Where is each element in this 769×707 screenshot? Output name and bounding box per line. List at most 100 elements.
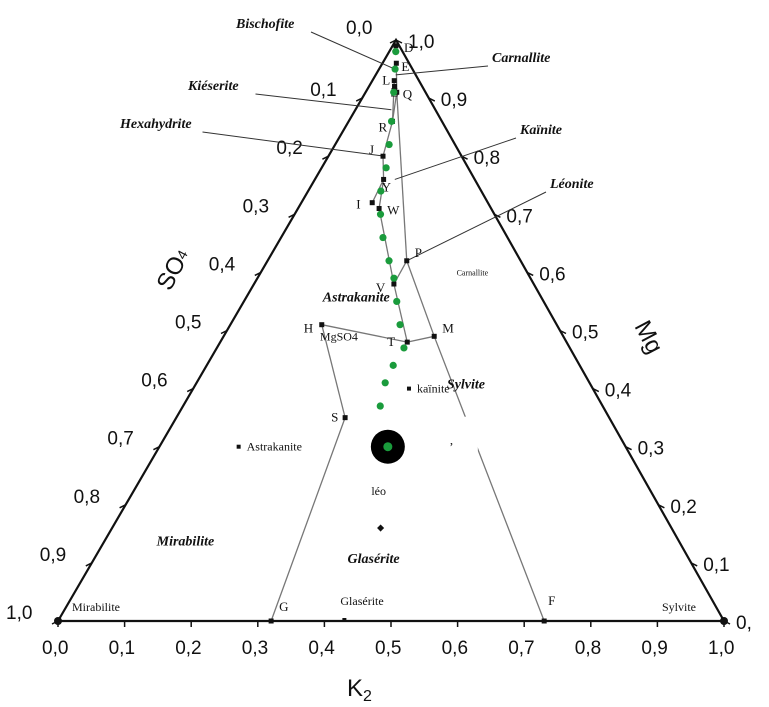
point-label: Q: [403, 86, 413, 101]
right-tick: [592, 387, 600, 393]
region-label: Mirabilite: [156, 534, 215, 549]
right-tick-label: 0,8: [474, 148, 500, 169]
path-dot: [391, 65, 399, 73]
right-tick-label: 0,6: [539, 264, 565, 285]
point-marker: [391, 281, 397, 287]
left-tick-label: 0,0: [346, 18, 372, 39]
point-label: L: [382, 73, 390, 88]
right-tick: [625, 446, 632, 451]
bottom-tick-label: 0,9: [641, 638, 667, 659]
path-dot: [389, 361, 397, 369]
leader-line: [406, 191, 547, 262]
path-dot: [376, 402, 384, 410]
path-dot: [392, 48, 400, 56]
phase-boundary: [378, 208, 395, 285]
right-tick-label: 0,9: [441, 90, 467, 111]
phase-boundary: [382, 121, 394, 157]
point-marker: [404, 339, 410, 345]
path-dot: [400, 344, 408, 352]
point-label: F: [548, 593, 555, 608]
path-dot: [379, 233, 387, 242]
point-marker: [541, 618, 547, 624]
point-marker: [406, 386, 411, 391]
left-tick-label: 0,6: [141, 371, 167, 392]
left-tick-label: 1,0: [6, 603, 32, 624]
path-dot: [390, 88, 398, 96]
point-label: R: [379, 119, 388, 134]
left-tick: [119, 504, 126, 509]
left-tick: [389, 39, 397, 44]
point-annotation: kaïnite: [417, 382, 450, 396]
left-tick-label: 0,7: [107, 429, 133, 450]
left-tick-label: 0,2: [276, 138, 302, 159]
right-tick: [690, 562, 698, 567]
path-dot: [385, 140, 393, 149]
path-dot: [381, 379, 389, 387]
bottom-tick-label: 0,1: [109, 638, 135, 659]
point-label: S: [331, 410, 338, 425]
point-marker: [268, 618, 274, 624]
bottom-tick-label: 0,6: [442, 638, 468, 659]
leader-line: [310, 31, 395, 70]
right-tick-label: 0,1: [703, 555, 729, 576]
phase-boundary: [406, 260, 435, 337]
point-annotation: Astrakanite: [247, 440, 302, 454]
point-label: G: [279, 599, 288, 614]
phase-boundary: [270, 417, 346, 622]
point-annotation: Glasérite: [340, 594, 383, 608]
right-tick: [526, 271, 534, 277]
phase-boundary: [321, 324, 408, 343]
right-axis-title: Mg: [629, 316, 668, 358]
bottom-tick-label: 0,5: [375, 638, 401, 659]
point-marker: [319, 322, 325, 328]
point-marker: [342, 618, 347, 622]
right-tick-label: 0,2: [670, 497, 696, 518]
end-marker-inner: [383, 442, 393, 452]
phase-boundary: [393, 283, 408, 343]
right-tick-label: 0,5: [572, 323, 598, 344]
bottom-tick-label: 0,4: [308, 638, 335, 659]
point-marker: [342, 415, 348, 421]
leader-line: [255, 93, 392, 111]
left-tick-label: 0,5: [175, 313, 201, 334]
left-tick: [153, 446, 160, 451]
point-label: J: [369, 142, 374, 157]
point-label: W: [387, 202, 400, 217]
corner-dot: [720, 617, 728, 625]
phase-boundary: [391, 92, 398, 122]
region-label: Astrakanite: [322, 290, 390, 305]
path-dot: [393, 297, 401, 306]
right-tick-label: 1,0: [408, 32, 434, 53]
leader-line: [394, 137, 517, 180]
bottom-tick-label: 0,8: [575, 638, 601, 659]
bottom-axis-title: K2: [347, 675, 372, 705]
path-dot: [396, 321, 404, 329]
left-tick-label: 0,1: [310, 80, 336, 101]
point-label: H: [304, 321, 313, 336]
point-label: P: [415, 245, 422, 260]
point-marker: [391, 78, 397, 84]
phase-boundary: [321, 324, 346, 418]
phase-boundary: [433, 336, 545, 622]
phase-boundary: [407, 335, 435, 343]
point-marker: [380, 153, 386, 159]
point-label: D: [404, 40, 413, 55]
left-tick-label: 0,9: [40, 545, 66, 566]
path-dot: [385, 257, 393, 265]
bottom-tick-label: 0,2: [175, 638, 201, 659]
left-tick-label: 0,3: [243, 196, 269, 217]
point-marker: [393, 43, 399, 49]
point-label: E: [401, 59, 409, 74]
point-annotation: Sylvite: [662, 600, 696, 614]
region-label: Sylvite: [447, 378, 485, 393]
left-axis-title: SO4: [151, 244, 195, 294]
left-tick: [355, 97, 363, 102]
leader-line: [202, 131, 385, 157]
left-tick-label: 0,8: [74, 487, 100, 508]
left-tick: [322, 155, 329, 160]
path-dot: [376, 210, 385, 218]
point-annotation: Carnallite: [457, 268, 489, 277]
path-dot: [387, 117, 396, 125]
